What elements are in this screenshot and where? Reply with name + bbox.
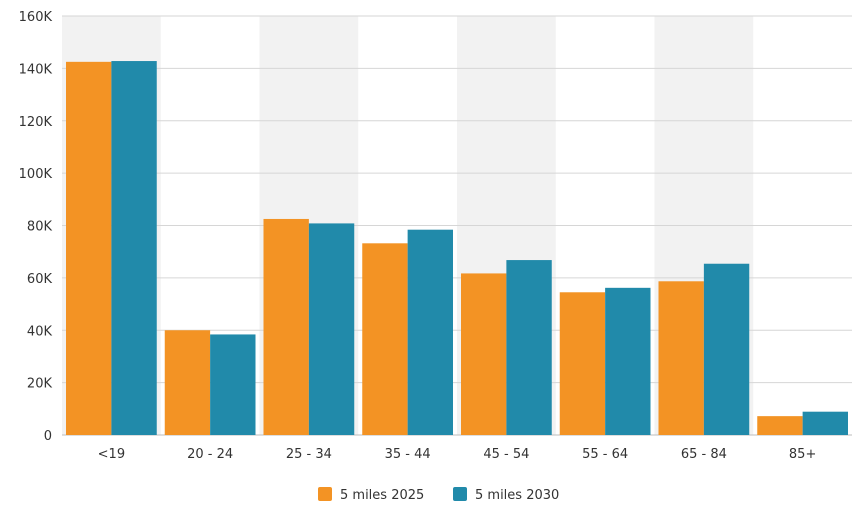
bar [658,281,704,435]
y-tick-label: 20K [27,377,53,392]
x-tick-label: 65 - 84 [681,447,727,462]
y-tick-label: 120K [19,115,53,130]
legend: 5 miles 2025 5 miles 2030 [318,487,559,503]
legend-label: 5 miles 2025 [340,488,424,503]
x-tick-label: <19 [98,447,125,462]
y-tick-label: 100K [19,167,53,182]
bar [757,416,803,435]
y-axis: 0 20K 40K 60K 80K 100K 120K 140K 160K [19,10,53,444]
y-tick-label: 60K [27,272,53,287]
bar [461,273,507,435]
x-axis: <19 20 - 24 25 - 34 35 - 44 45 - 54 55 - 64 65… [98,447,817,462]
bar [263,218,309,435]
y-tick-label: 80K [27,220,53,235]
bar [210,334,256,435]
legend-label: 5 miles 2030 [475,488,559,503]
bar [703,263,750,435]
x-tick-label: 35 - 44 [385,447,431,462]
bar [111,61,157,435]
legend-swatch [318,487,332,501]
bar [362,243,408,435]
bar [164,330,211,435]
bar [308,223,355,435]
bar [407,229,453,435]
x-tick-label: 85+ [789,447,816,462]
x-tick-label: 55 - 64 [582,447,628,462]
y-tick-label: 160K [19,10,53,25]
y-tick-label: 140K [19,62,53,77]
x-tick-label: 25 - 34 [286,447,332,462]
x-tick-label: 20 - 24 [187,447,233,462]
y-tick-label: 0 [44,429,52,444]
bar [66,61,112,435]
y-tick-label: 40K [27,324,53,339]
bar [802,411,848,435]
bar [559,292,606,435]
legend-swatch [453,487,467,501]
bars [66,61,848,435]
x-tick-label: 45 - 54 [483,447,529,462]
bar [605,287,651,435]
bar [506,260,552,435]
